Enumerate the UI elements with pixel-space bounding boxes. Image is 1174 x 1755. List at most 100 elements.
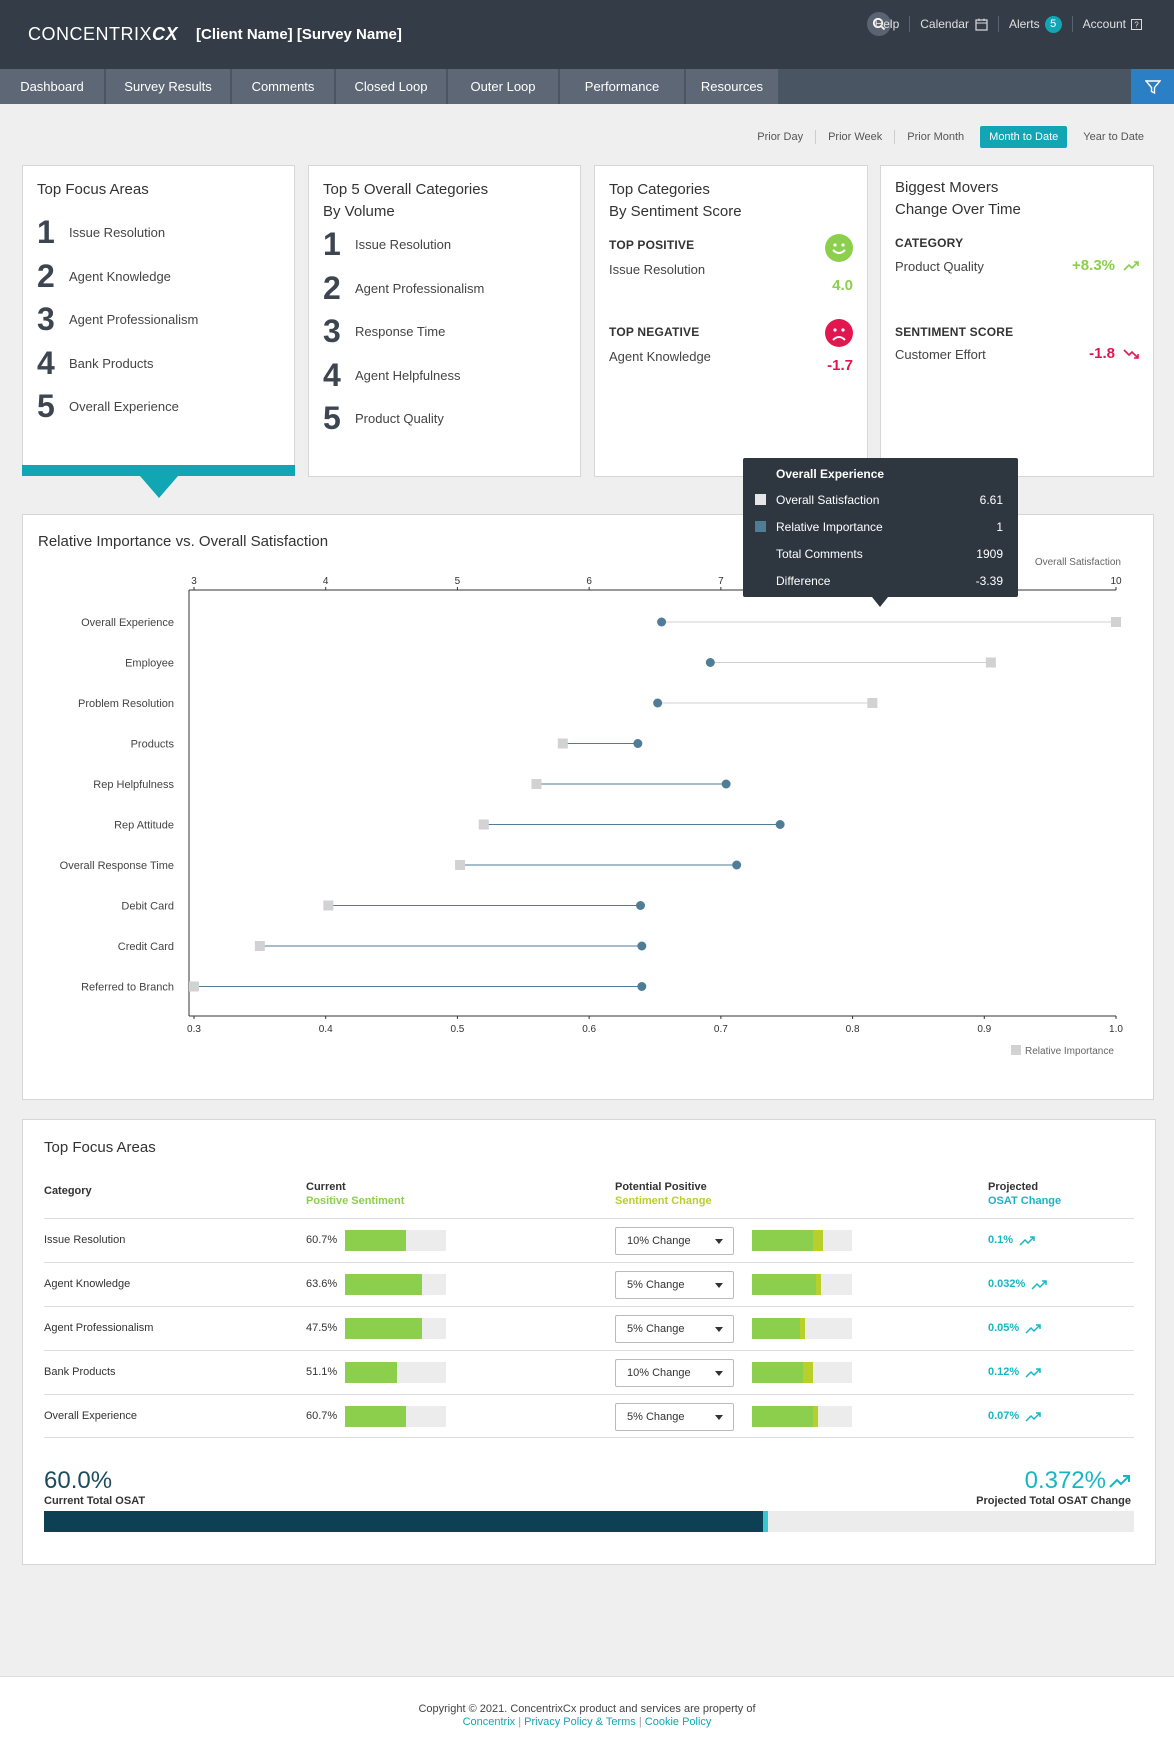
rank-item[interactable]: 4 Agent Helpfulness [323, 354, 566, 398]
row-category: Issue Resolution [44, 1234, 126, 1246]
score-change: -1.8 [1089, 345, 1139, 362]
total-projected-value: 0.372% [1024, 1467, 1106, 1494]
top-positive-label: TOP POSITIVE [609, 238, 695, 252]
satisfaction-point [732, 860, 742, 870]
legend-swatch [1011, 1045, 1021, 1055]
change-select-value: 5% Change [627, 1279, 685, 1291]
potential-sentiment-bar [752, 1318, 852, 1339]
account-link[interactable]: Account ? [1071, 16, 1152, 32]
top-tick-label: 3 [191, 576, 197, 587]
table-title: Top Focus Areas [44, 1139, 156, 1156]
rank-item[interactable]: 2 Agent Knowledge [37, 255, 280, 299]
rank-item[interactable]: 1 Issue Resolution [37, 211, 280, 255]
alerts-link[interactable]: Alerts 5 [997, 15, 1072, 33]
potential-change-fill [812, 1406, 818, 1427]
filter-button[interactable] [1131, 69, 1174, 104]
change-select[interactable]: 5% Change [615, 1315, 734, 1343]
potential-base-fill [752, 1406, 813, 1427]
importance-point [455, 860, 466, 870]
change-select[interactable]: 5% Change [615, 1271, 734, 1299]
tab-survey-results[interactable]: Survey Results [106, 69, 230, 104]
tooltip-row: Overall Satisfaction 6.61 [755, 493, 1003, 507]
category-label: CATEGORY [895, 236, 964, 250]
top-positive-category: Issue Resolution [609, 262, 706, 277]
row-projected-value: 0.1% [988, 1234, 1014, 1246]
selected-card-accent [22, 465, 295, 476]
col-head-potential: Potential Positive Sentiment Change [615, 1181, 712, 1207]
trend-up-icon [1123, 260, 1139, 271]
svg-text:?: ? [1134, 20, 1139, 29]
satisfaction-point [637, 941, 647, 951]
rank-label: Issue Resolution [69, 225, 166, 241]
category-label: Problem Resolution [78, 698, 174, 710]
concentrix-link[interactable]: Concentrix [462, 1716, 516, 1728]
top-tick-label: 7 [718, 576, 724, 587]
range-prior-month[interactable]: Prior Month [894, 130, 976, 144]
row-current-value: 60.7% [306, 1234, 338, 1246]
chevron-down-icon [715, 1371, 723, 1376]
potential-sentiment-bar [752, 1274, 852, 1295]
total-osat-fill [44, 1511, 764, 1532]
range-prior-week[interactable]: Prior Week [815, 130, 894, 144]
row-category: Bank Products [44, 1366, 116, 1378]
importance-chart-card: Relative Importance vs. Overall Satisfac… [22, 514, 1154, 1100]
tab-resources[interactable]: Resources [686, 69, 778, 104]
rank-label: Agent Helpfulness [355, 367, 461, 383]
tab-comments[interactable]: Comments [232, 69, 334, 104]
potential-change-fill [812, 1230, 823, 1251]
trend-down-icon [1123, 348, 1139, 359]
rank-item[interactable]: 3 Response Time [323, 310, 566, 354]
row-projected-value: 0.12% [988, 1366, 1020, 1378]
rank-label: Agent Professionalism [355, 280, 485, 296]
focus-list: 1 Issue Resolution 2 Agent Knowledge 3 Agent … [37, 211, 280, 429]
change-select[interactable]: 5% Change [615, 1403, 734, 1431]
col-head-category: Category [44, 1185, 92, 1197]
bottom-tick-label: 0.5 [450, 1024, 464, 1035]
movers-card[interactable]: Biggest Movers Change Over Time CATEGORY … [880, 165, 1154, 477]
range-prior-day[interactable]: Prior Day [757, 131, 804, 143]
rank-label: Agent Knowledge [69, 268, 171, 284]
top-negative-value: -1.7 [827, 357, 853, 374]
category-label: Debit Card [121, 901, 174, 913]
focus-areas-card[interactable]: Top Focus Areas 1 Issue Resolution 2 Agent … [22, 165, 295, 466]
range-year-to-date[interactable]: Year to Date [1083, 131, 1144, 143]
smiley-sad-icon [825, 319, 853, 347]
rank-item[interactable]: 4 Bank Products [37, 342, 280, 386]
tab-performance[interactable]: Performance [560, 69, 684, 104]
satisfaction-point [775, 820, 785, 829]
rank-item[interactable]: 1 Issue Resolution [323, 223, 566, 267]
tab-outer-loop[interactable]: Outer Loop [448, 69, 558, 104]
col-head-current: Current Positive Sentiment [306, 1181, 405, 1207]
logo[interactable]: CONCENTRIXCX [28, 24, 179, 44]
rank-item[interactable]: 5 Overall Experience [37, 385, 280, 429]
search-button[interactable] [867, 12, 891, 36]
potential-base-fill [752, 1274, 816, 1295]
row-current-value: 47.5% [306, 1322, 338, 1334]
change-select[interactable]: 10% Change [615, 1227, 734, 1255]
potential-change-fill [803, 1362, 814, 1383]
rank-item[interactable]: 5 Product Quality [323, 397, 566, 441]
row-category: Agent Professionalism [44, 1322, 154, 1334]
bottom-axis-label: Relative Importance [1025, 1046, 1114, 1057]
rank-item[interactable]: 2 Agent Professionalism [323, 267, 566, 311]
importance-point [254, 941, 265, 951]
score-name: Customer Effort [895, 347, 986, 362]
row-projected: 0.12% [988, 1366, 1041, 1378]
calendar-link[interactable]: Calendar [909, 16, 998, 32]
table-row: Bank Products 51.1% 10% Change 0.12% [44, 1350, 1134, 1394]
help-link[interactable]: Help [874, 17, 900, 31]
volume-card[interactable]: Top 5 Overall Categories By Volume 1 Issue… [308, 165, 581, 477]
rank-number: 2 [37, 257, 55, 294]
total-projected: 0.372% [1025, 1467, 1131, 1495]
privacy-link[interactable]: Privacy Policy & Terms [524, 1716, 636, 1728]
help-square-icon: ? [1131, 18, 1142, 30]
chevron-down-icon [715, 1239, 723, 1244]
tab-dashboard[interactable]: Dashboard [0, 69, 104, 104]
tab-closed-loop[interactable]: Closed Loop [336, 69, 446, 104]
change-select[interactable]: 10% Change [615, 1359, 734, 1387]
sentiment-card[interactable]: Top Categories By Sentiment Score TOP POS… [594, 165, 868, 477]
rank-item[interactable]: 3 Agent Professionalism [37, 298, 280, 342]
chevron-down-icon [715, 1283, 723, 1288]
cookie-link[interactable]: Cookie Policy [644, 1716, 712, 1728]
range-month-to-date[interactable]: Month to Date [980, 126, 1068, 148]
